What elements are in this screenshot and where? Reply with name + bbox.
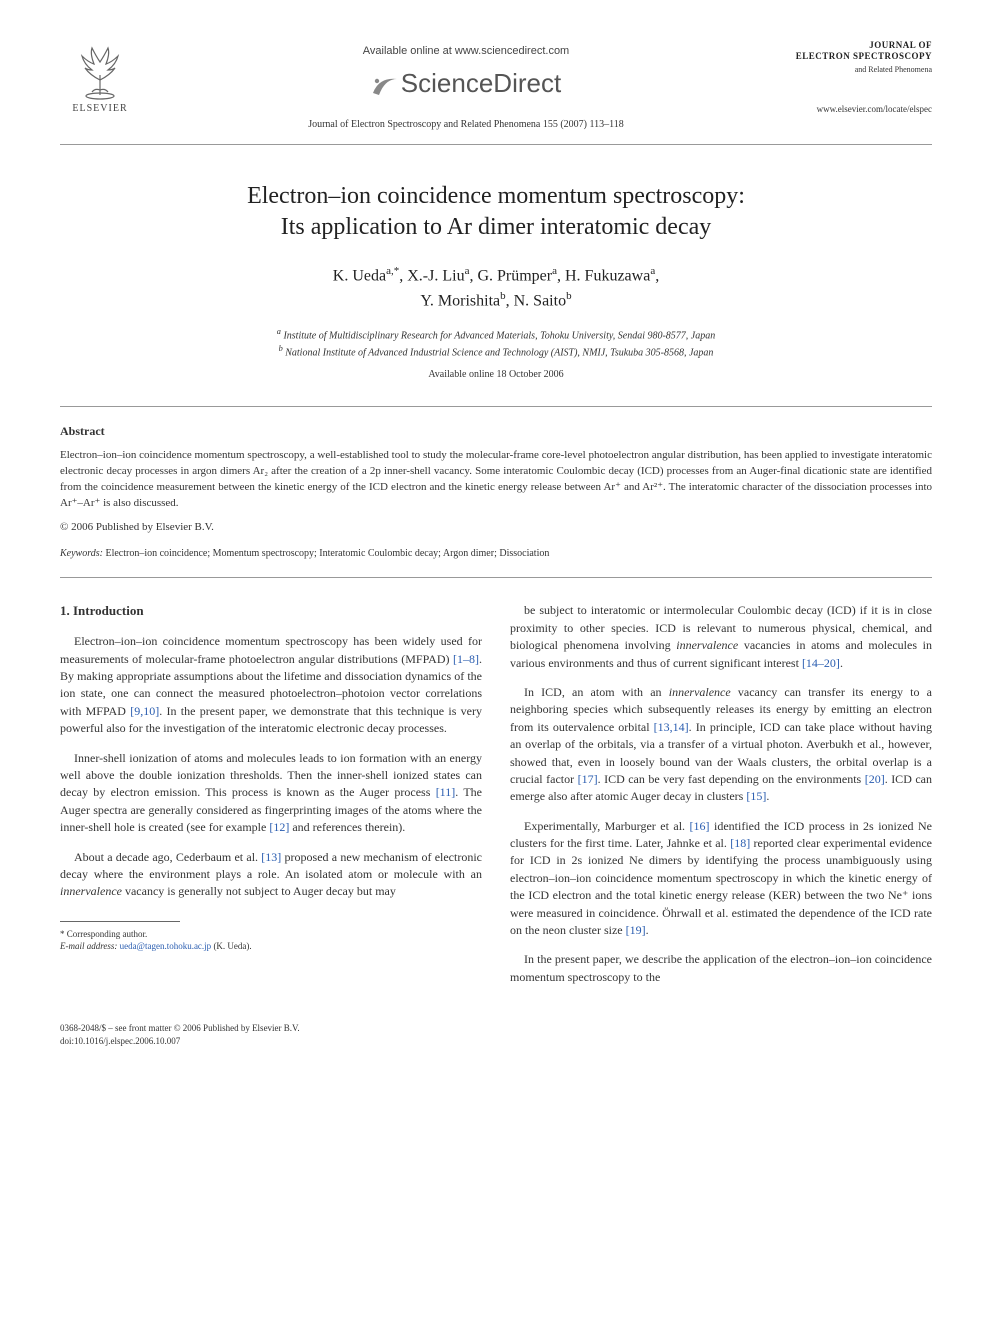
title-line-2: Its application to Ar dimer interatomic … [281,214,712,240]
left-column: 1. Introduction Electron–ion–ion coincid… [60,602,482,998]
sciencedirect-brand: ScienceDirect [140,65,792,101]
abstract-body: Electron–ion–ion coincidence momentum sp… [60,448,932,512]
affiliations: a Institute of Multidisciplinary Researc… [60,326,932,361]
elsevier-logo: ELSEVIER [60,40,140,116]
center-header: Available online at www.sciencedirect.co… [140,40,792,132]
keywords: Keywords: Electron–ion coincidence; Mome… [60,547,932,561]
sciencedirect-swoosh-icon [371,73,399,99]
corresponding-author: * Corresponding author. E-mail address: … [60,928,482,953]
body-columns: 1. Introduction Electron–ion–ion coincid… [60,602,932,998]
right-p2: In ICD, an atom with an innervalence vac… [510,684,932,806]
journal-logo-line2: ELECTRON SPECTROSCOPY [792,51,932,62]
affiliation-a: a Institute of Multidisciplinary Researc… [60,326,932,343]
publisher-header: ELSEVIER Available online at www.science… [60,40,932,145]
right-p4: In the present paper, we describe the ap… [510,951,932,986]
right-column: be subject to interatomic or intermolecu… [510,602,932,998]
footer-line2: doi:10.1016/j.elspec.2006.10.007 [60,1035,932,1048]
article-title: Electron–ion coincidence momentum spectr… [60,181,932,243]
elsevier-tree-icon [70,40,130,100]
sciencedirect-text: ScienceDirect [401,68,561,98]
author-list: K. Uedaa,*, X.-J. Liua, G. Prümpera, H. … [60,263,932,314]
journal-reference: Journal of Electron Spectroscopy and Rel… [140,118,792,132]
email-label: E-mail address: [60,941,117,951]
left-p3: About a decade ago, Cederbaum et al. [13… [60,849,482,901]
title-line-1: Electron–ion coincidence momentum spectr… [247,183,745,209]
footer-line1: 0368-2048/$ – see front matter © 2006 Pu… [60,1022,932,1035]
abstract-copyright: © 2006 Published by Elsevier B.V. [60,520,932,535]
affiliation-b: b National Institute of Advanced Industr… [60,343,932,360]
available-date: Available online 18 October 2006 [60,368,932,382]
keywords-text: Electron–ion coincidence; Momentum spect… [105,548,549,559]
available-online-text: Available online at www.sciencedirect.co… [140,44,792,59]
abstract-heading: Abstract [60,423,932,440]
elsevier-label: ELSEVIER [72,102,127,116]
journal-logo-line3: and Related Phenomena [792,64,932,75]
email-suffix: (K. Ueda). [213,941,251,951]
left-p2: Inner-shell ionization of atoms and mole… [60,750,482,837]
right-p1: be subject to interatomic or intermolecu… [510,602,932,672]
footnote-rule [60,921,180,922]
journal-logo-block: JOURNAL OF ELECTRON SPECTROSCOPY and Rel… [792,40,932,115]
corresponding-label: * Corresponding author. [60,928,482,941]
corresponding-email-line: E-mail address: ueda@tagen.tohoku.ac.jp … [60,940,482,953]
divider-bottom [60,577,932,578]
left-p1: Electron–ion–ion coincidence momentum sp… [60,633,482,737]
journal-url: www.elsevier.com/locate/elspec [792,103,932,116]
section-1-heading: 1. Introduction [60,602,482,621]
keywords-label: Keywords: [60,548,103,559]
right-p3: Experimentally, Marburger et al. [16] id… [510,818,932,940]
page-footer: 0368-2048/$ – see front matter © 2006 Pu… [60,1022,932,1047]
divider-top [60,406,932,407]
corresponding-email[interactable]: ueda@tagen.tohoku.ac.jp [120,941,212,951]
journal-logo-line1: JOURNAL OF [792,40,932,51]
